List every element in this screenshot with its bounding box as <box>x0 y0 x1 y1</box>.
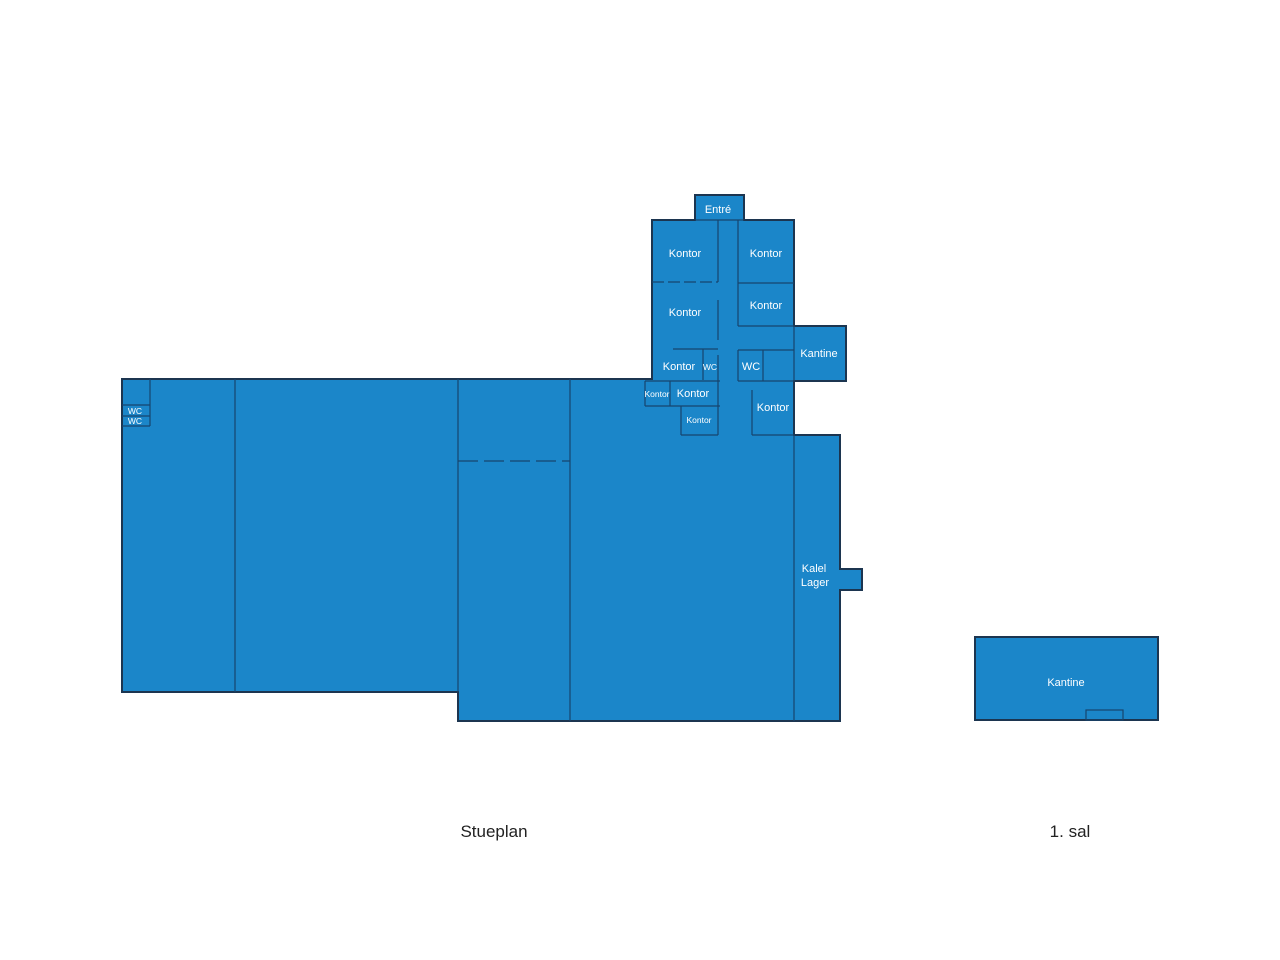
room-label-wc: WC <box>128 416 142 426</box>
room-label-kontor: Kontor <box>644 389 669 399</box>
interior-walls <box>122 219 795 721</box>
ground-floor-outline <box>121 194 863 722</box>
room-label-kontor: Kontor <box>663 361 696 373</box>
room-label-kantine: Kantine <box>800 348 837 360</box>
first-floor-outline <box>974 636 1159 721</box>
room-label-lager: Lager <box>801 577 829 589</box>
room-label-kantine: Kantine <box>1047 677 1084 689</box>
room-label-kontor: Kontor <box>750 248 783 260</box>
room-label-wc: WC <box>703 362 717 372</box>
room-label-kontor: Kontor <box>677 388 710 400</box>
ground-floor-plan: Entré Kontor Kontor Kontor Kontor Kontor… <box>121 194 863 722</box>
room-label-wc: WC <box>128 406 142 416</box>
room-label-kontor: Kontor <box>669 248 702 260</box>
room-label-kontor: Kontor <box>750 300 783 312</box>
first-floor-plan: Kantine <box>974 636 1159 721</box>
room-label-kontor: Kontor <box>686 415 711 425</box>
room-label-kalel: Kalel <box>802 563 826 575</box>
floor-caption-stueplan: Stueplan <box>460 822 528 841</box>
room-label-wc: WC <box>742 361 760 373</box>
room-label-kontor: Kontor <box>757 402 790 414</box>
room-label-kontor: Kontor <box>669 307 702 319</box>
room-label-entre: Entré <box>705 204 731 216</box>
floor-caption-1-sal: 1. sal <box>1049 822 1091 841</box>
stair <box>1085 709 1124 721</box>
